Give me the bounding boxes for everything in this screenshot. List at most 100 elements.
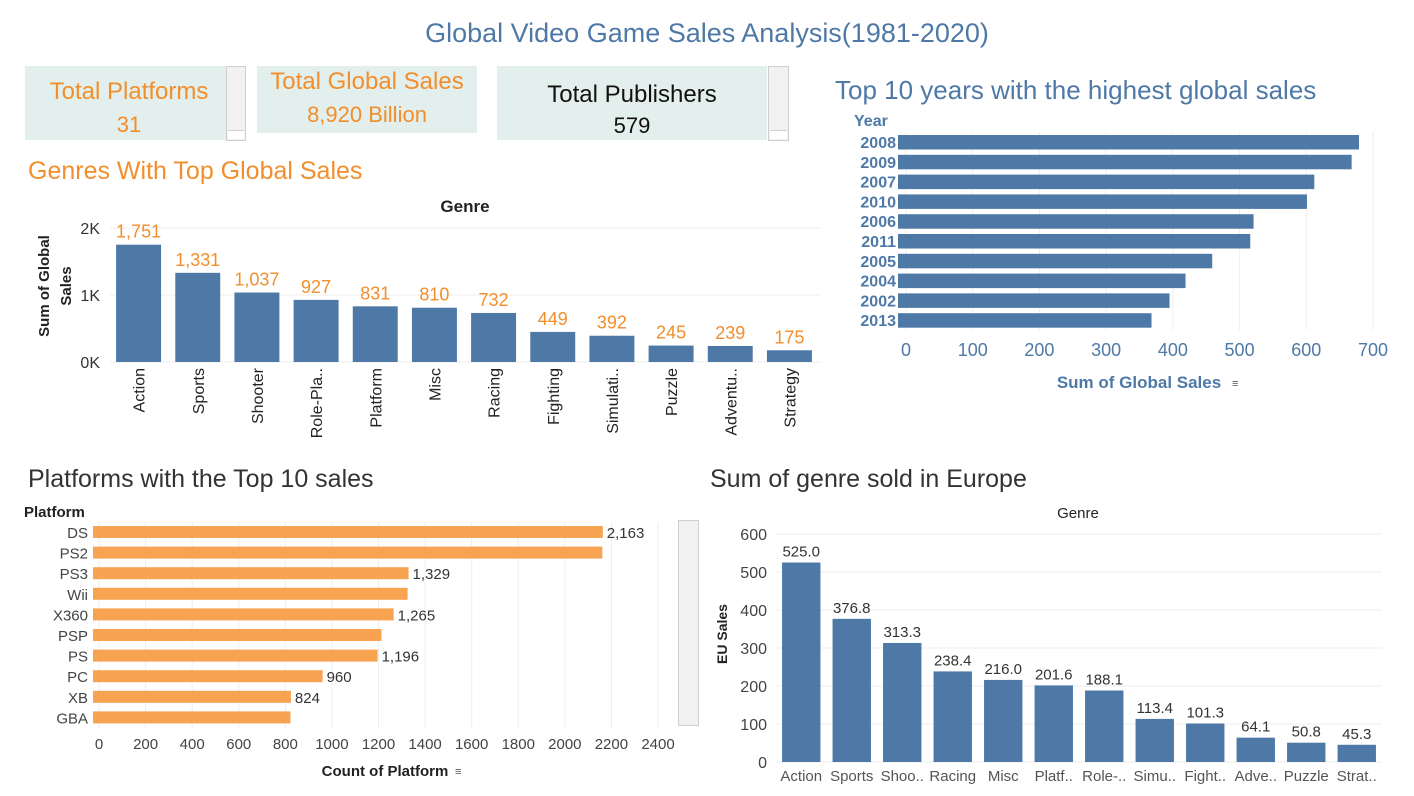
bar [898, 154, 1352, 170]
x-tick-label: Adventu.. [723, 368, 740, 436]
x-tick-label: 800 [273, 736, 298, 753]
x-tick-label: Shoo.. [881, 768, 924, 785]
x-tick-label: Role-Pla.. [309, 368, 326, 438]
bar [93, 526, 603, 538]
kpi-scrollbar[interactable] [226, 66, 246, 141]
platforms-scrollbar[interactable] [678, 520, 699, 726]
data-label: 45.3 [1342, 726, 1371, 743]
bar [648, 345, 694, 362]
y-tick-label: 0 [758, 755, 767, 772]
kpi-value: 31 [116, 112, 142, 137]
y-tick-label: 300 [740, 641, 767, 658]
bar [352, 306, 398, 362]
x-tick-label: Racing [487, 368, 504, 418]
scrollbar-thumb[interactable] [228, 130, 244, 139]
bar [93, 587, 408, 600]
data-label: 1,196 [382, 649, 420, 666]
y-tick-label: XB [68, 690, 88, 707]
y-tick-label: 2006 [860, 214, 896, 231]
data-label: 2,163 [607, 525, 645, 542]
bar [898, 253, 1213, 269]
kpi-scrollbar[interactable] [768, 66, 789, 141]
x-tick-label: Strategy [782, 368, 799, 428]
genre-header: Genre [1057, 505, 1099, 522]
x-tick-label: 2400 [641, 736, 674, 753]
x-tick-label: 700 [1358, 340, 1388, 360]
x-tick-label: Action [132, 368, 149, 412]
y-tick-label: 2013 [860, 313, 896, 330]
x-tick-label: Shooter [250, 367, 267, 424]
x-tick-label: 1400 [408, 736, 441, 753]
y-tick-label: 2007 [860, 175, 896, 192]
y-tick-label: PC [67, 669, 88, 686]
data-label: 525.0 [782, 544, 820, 561]
x-tick-label: 1600 [455, 736, 488, 753]
x-tick-label: Simu.. [1133, 768, 1176, 785]
x-tick-label: 600 [1291, 340, 1321, 360]
data-label: 824 [295, 690, 320, 707]
bar [411, 307, 457, 362]
x-tick-label: 2000 [548, 736, 581, 753]
x-tick-label: Simulati.. [605, 368, 622, 434]
bar [883, 642, 922, 762]
bar [1236, 737, 1275, 762]
y-tick-label: X360 [53, 607, 88, 624]
bar [93, 608, 394, 621]
data-label: 239 [715, 323, 745, 343]
bar [933, 671, 972, 762]
x-tick-label: 2200 [595, 736, 628, 753]
x-tick-label: 0 [95, 736, 103, 753]
bar [1186, 723, 1225, 762]
x-tick-label: 1000 [315, 736, 348, 753]
y-tick-label: Wii [67, 587, 88, 604]
data-label: 64.1 [1241, 719, 1270, 736]
data-label: 238.4 [934, 652, 972, 669]
bar [175, 272, 221, 362]
bar [1287, 742, 1326, 762]
y-tick-label: PS [68, 649, 88, 666]
bar [589, 335, 635, 362]
data-label: 376.8 [833, 600, 871, 617]
kpi-value: 579 [613, 113, 651, 138]
scrollbar-thumb[interactable] [770, 130, 787, 139]
years-chart-title: Top 10 years with the highest global sal… [835, 75, 1317, 105]
bar [1135, 718, 1174, 762]
kpi-label: Total Publishers [547, 81, 717, 108]
x-tick-label: 600 [226, 736, 251, 753]
x-tick-label: Puzzle [1284, 768, 1329, 785]
x-tick-label: Sports [830, 768, 873, 785]
y-tick-label: 2010 [860, 194, 896, 211]
x-tick-label: Misc [988, 768, 1019, 785]
bar [984, 679, 1023, 762]
y-tick-label: 2011 [861, 234, 896, 251]
x-tick-label: Misc [427, 368, 444, 401]
sort-icon: ≡ [455, 766, 461, 778]
bar [234, 292, 280, 362]
y-axis-title: Sales [58, 266, 75, 305]
bar [898, 234, 1251, 249]
y-tick-label: 400 [740, 603, 767, 620]
data-label: 392 [597, 313, 627, 333]
years-chart: Year 0 100 200 300 400 500 600 700 2008 2009 2007 20… [854, 113, 1388, 392]
bar [93, 567, 409, 580]
data-label: 810 [419, 285, 449, 305]
y-tick-label: 2002 [860, 293, 896, 310]
data-label: 188.1 [1085, 672, 1123, 689]
x-tick-label: Fighting [546, 368, 563, 425]
data-label: 1,265 [398, 607, 436, 624]
y-axis-title: Sum of Global [36, 235, 53, 337]
x-tick-label: 200 [1024, 340, 1054, 360]
data-label: 50.8 [1292, 724, 1321, 741]
y-tick-label: 600 [740, 527, 767, 544]
x-axis-title: Count of Platform [322, 763, 449, 780]
data-label: 831 [360, 283, 390, 303]
y-tick-label: 0K [80, 355, 100, 372]
row-header: Platform [24, 504, 85, 521]
bar [707, 345, 753, 362]
bar [898, 174, 1315, 190]
y-tick-label: PSP [58, 628, 88, 645]
sort-icon: ≡ [1232, 378, 1238, 390]
genres-chart-title: Genres With Top Global Sales [28, 157, 363, 185]
kpi-value: 8,920 Billion [307, 102, 427, 127]
x-tick-label: Platf.. [1035, 768, 1073, 785]
